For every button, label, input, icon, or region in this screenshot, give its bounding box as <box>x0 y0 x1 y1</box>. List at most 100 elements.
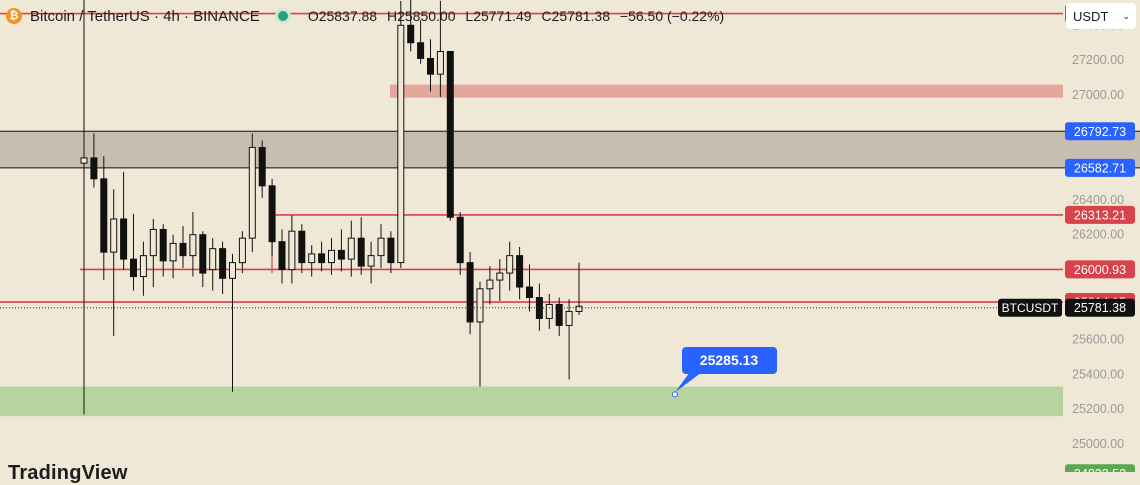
candle <box>555 297 563 336</box>
candle <box>219 241 227 295</box>
candle-body <box>496 272 504 281</box>
candle <box>496 259 504 301</box>
candle <box>248 133 256 253</box>
bitcoin-icon: ₿ <box>6 8 22 24</box>
open-value: O25837.88 <box>307 8 378 24</box>
candle-body <box>238 237 246 264</box>
candle-body <box>367 255 375 267</box>
price-tick-label: 27200.00 <box>1072 53 1124 67</box>
candle <box>258 140 266 199</box>
candle-body <box>90 157 98 180</box>
candle <box>575 262 583 315</box>
candle <box>288 215 296 284</box>
candle <box>328 238 335 275</box>
candle <box>169 234 177 279</box>
candle <box>318 241 326 272</box>
candle <box>80 0 88 415</box>
callout-box <box>682 347 777 374</box>
candle-body <box>347 237 355 260</box>
candle <box>337 229 345 272</box>
candle-body <box>120 218 128 260</box>
axis-badge-26582.71-bg <box>1065 158 1135 177</box>
candle-body <box>486 279 494 290</box>
candle-body <box>476 288 484 323</box>
candle <box>229 253 236 392</box>
candle-body <box>456 216 464 264</box>
candle <box>417 20 425 64</box>
resistance-zone <box>390 84 1063 98</box>
candle-body <box>159 228 167 262</box>
candle <box>238 231 246 274</box>
candle <box>357 217 365 275</box>
candle-body <box>466 262 474 323</box>
candle-body <box>248 146 256 239</box>
candle <box>377 224 385 268</box>
candlestick-chart[interactable]: 25000.0025200.0025400.0025600.0025800.00… <box>0 0 1140 472</box>
candle-body <box>130 258 137 278</box>
market-status-icon <box>277 11 288 21</box>
symbol-title[interactable]: Bitcoin / TetherUS · 4h · BINANCE <box>30 7 260 25</box>
candle <box>367 241 375 284</box>
price-tick-label: 25600.00 <box>1072 332 1124 346</box>
candle-body <box>268 185 276 243</box>
level-badge-26000.93: 26000.93 <box>1074 263 1126 277</box>
candle <box>436 0 444 97</box>
price-tick-label: 25200.00 <box>1072 402 1124 416</box>
candle-body <box>357 237 365 267</box>
candle-body <box>575 305 583 312</box>
candle-body <box>565 310 573 326</box>
zones-layer <box>0 84 1140 417</box>
candle-body <box>258 146 266 187</box>
candle-body <box>139 255 147 278</box>
candle-body <box>516 255 524 288</box>
candle-body <box>318 253 326 264</box>
change-value: −56.50 (−0.22%) <box>619 8 725 24</box>
callout-layer: 25285.13 <box>672 347 777 398</box>
candle-body <box>397 24 405 264</box>
candle <box>535 283 543 331</box>
candle-body <box>337 249 345 260</box>
candle-body <box>427 57 434 75</box>
candle <box>466 252 474 335</box>
candle-body <box>110 218 118 253</box>
candle <box>209 238 217 291</box>
candle-body <box>535 297 543 319</box>
axis-badge-26582.71: 26582.71 <box>1074 161 1126 175</box>
candle <box>486 266 494 305</box>
candle-body <box>526 286 533 299</box>
level-badge-26313.21: 26313.21 <box>1074 208 1126 222</box>
candle-body <box>189 234 197 257</box>
currency-select[interactable]: USDT ⌄ <box>1066 3 1136 29</box>
candle <box>565 299 573 380</box>
gray-zone <box>0 131 1140 168</box>
low-value: L25771.49 <box>465 8 532 24</box>
candle <box>545 294 553 329</box>
price-tick-label: 27000.00 <box>1072 88 1124 102</box>
candle <box>308 245 316 277</box>
candle <box>90 133 98 188</box>
candle <box>407 0 415 52</box>
candle-body <box>278 241 286 271</box>
candle-body <box>555 303 563 326</box>
price-tick-label: 26400.00 <box>1072 193 1124 207</box>
tradingview-logo: TradingView <box>8 462 128 484</box>
price-tick-label: 26200.00 <box>1072 228 1124 242</box>
candle <box>179 225 187 268</box>
candle <box>139 241 147 296</box>
candle <box>506 241 514 291</box>
candle-body <box>308 253 316 264</box>
chart-header: ₿ Bitcoin / TetherUS · 4h · BINANCE O258… <box>6 4 724 28</box>
candle-body <box>298 230 306 264</box>
level-badge-24832.52: 24832.52 <box>1074 467 1126 472</box>
candle <box>199 231 207 288</box>
candle <box>526 264 533 312</box>
candle-body <box>100 178 108 253</box>
axis-badge-26792.73: 26792.73 <box>1074 125 1126 139</box>
candle-body <box>179 242 187 257</box>
candle <box>397 0 405 268</box>
current-price-badge-bg <box>1065 298 1135 317</box>
candle-body <box>446 50 454 218</box>
candle-body <box>407 24 415 44</box>
candle-body <box>417 42 425 59</box>
candle <box>347 220 355 277</box>
